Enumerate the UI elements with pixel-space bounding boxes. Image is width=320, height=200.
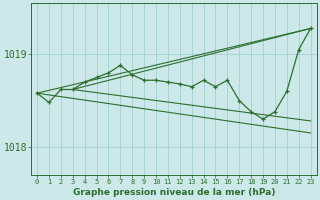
X-axis label: Graphe pression niveau de la mer (hPa): Graphe pression niveau de la mer (hPa) xyxy=(73,188,275,197)
